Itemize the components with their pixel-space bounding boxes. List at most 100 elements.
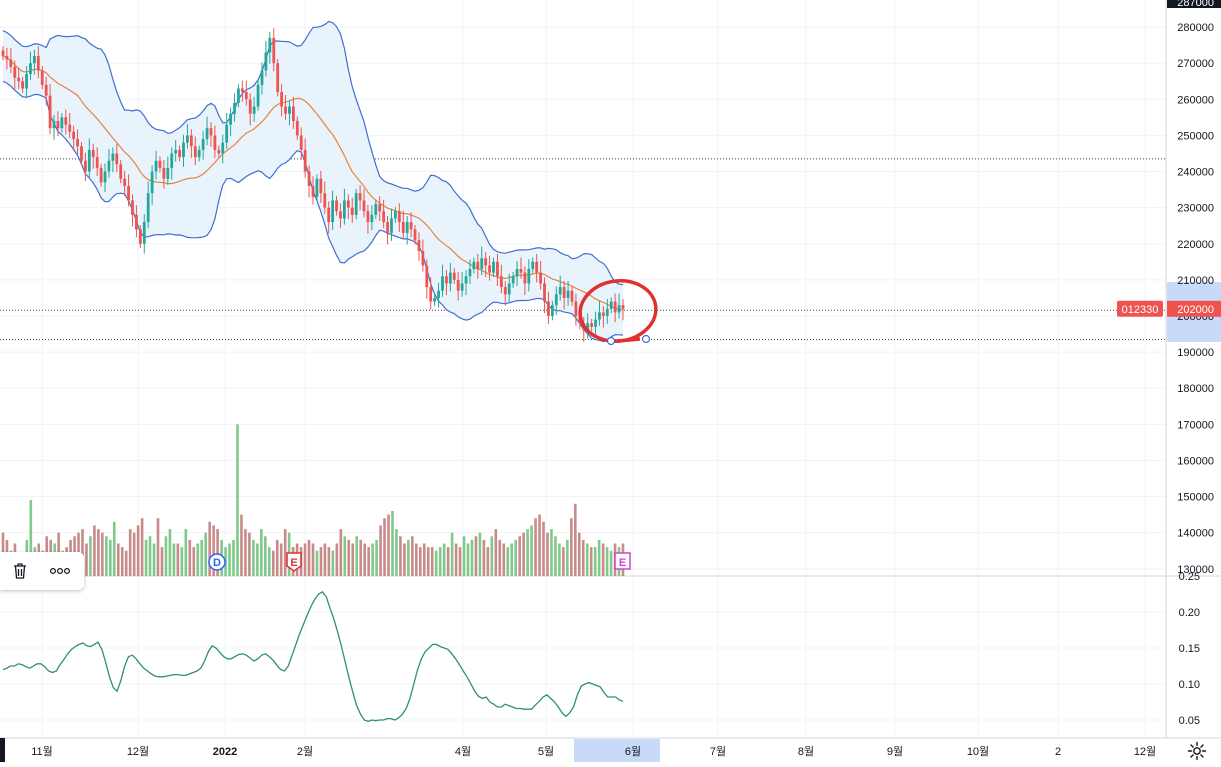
- candle[interactable]: [25, 66, 28, 99]
- candle[interactable]: [44, 76, 48, 106]
- candle[interactable]: [13, 60, 17, 90]
- candle[interactable]: [5, 48, 9, 70]
- candle[interactable]: [531, 257, 535, 274]
- candle[interactable]: [107, 149, 111, 178]
- candle[interactable]: [103, 163, 107, 193]
- candle[interactable]: [174, 140, 178, 162]
- candle[interactable]: [319, 170, 323, 203]
- candle[interactable]: [123, 170, 127, 196]
- candle[interactable]: [590, 318, 594, 332]
- candle[interactable]: [284, 94, 287, 120]
- candle[interactable]: [29, 51, 32, 81]
- candle[interactable]: [295, 116, 299, 140]
- candle[interactable]: [601, 306, 605, 328]
- candle[interactable]: [80, 141, 83, 166]
- candle[interactable]: [272, 28, 276, 72]
- candle[interactable]: [111, 147, 115, 173]
- drawing-annotation[interactable]: [576, 276, 660, 346]
- candle[interactable]: [503, 280, 507, 306]
- candle[interactable]: [146, 181, 150, 229]
- candle[interactable]: [586, 313, 590, 339]
- candle[interactable]: [197, 145, 201, 162]
- candle[interactable]: [488, 255, 491, 281]
- candle[interactable]: [154, 150, 158, 180]
- candlesticks[interactable]: [1, 28, 625, 342]
- candle[interactable]: [378, 196, 382, 222]
- candle[interactable]: [217, 145, 221, 158]
- candle[interactable]: [91, 143, 95, 169]
- delete-button[interactable]: [0, 552, 40, 590]
- drawing-handle-left[interactable]: [606, 336, 616, 346]
- candle[interactable]: [158, 156, 162, 173]
- candle[interactable]: [527, 259, 531, 292]
- candle[interactable]: [72, 125, 76, 151]
- candle[interactable]: [17, 67, 21, 90]
- candle[interactable]: [539, 261, 542, 290]
- candle[interactable]: [570, 286, 574, 306]
- candle[interactable]: [142, 214, 146, 254]
- candle[interactable]: [617, 293, 621, 319]
- candle[interactable]: [519, 257, 523, 279]
- candle[interactable]: [248, 93, 252, 126]
- candle[interactable]: [87, 138, 91, 178]
- candle[interactable]: [558, 275, 562, 301]
- candle[interactable]: [511, 271, 515, 288]
- candle[interactable]: [260, 62, 264, 95]
- earnings-marker[interactable]: E: [614, 552, 631, 570]
- candle[interactable]: [339, 203, 342, 229]
- candle[interactable]: [237, 84, 240, 108]
- candle[interactable]: [550, 300, 554, 321]
- candle[interactable]: [288, 100, 291, 126]
- candle[interactable]: [448, 262, 452, 292]
- candle[interactable]: [574, 293, 578, 326]
- candle[interactable]: [32, 49, 36, 75]
- candle[interactable]: [621, 299, 625, 321]
- drawing-handle-right[interactable]: [641, 334, 651, 344]
- candle[interactable]: [409, 212, 413, 238]
- candle[interactable]: [21, 76, 25, 93]
- candle[interactable]: [492, 257, 495, 277]
- candle[interactable]: [433, 293, 437, 306]
- candle[interactable]: [99, 163, 103, 187]
- candle[interactable]: [76, 129, 79, 155]
- candle[interactable]: [166, 156, 170, 185]
- candle[interactable]: [9, 48, 13, 73]
- candle[interactable]: [229, 107, 232, 137]
- candle[interactable]: [193, 136, 197, 166]
- candle[interactable]: [201, 131, 205, 160]
- candle[interactable]: [233, 93, 236, 122]
- candle[interactable]: [499, 264, 503, 294]
- candle[interactable]: [280, 84, 284, 117]
- candle[interactable]: [68, 113, 72, 138]
- candle[interactable]: [468, 259, 472, 285]
- candle[interactable]: [421, 239, 425, 272]
- candle[interactable]: [127, 174, 130, 207]
- candle[interactable]: [240, 80, 244, 102]
- candle[interactable]: [182, 134, 185, 167]
- candle[interactable]: [507, 273, 511, 303]
- candle[interactable]: [405, 215, 409, 245]
- candle[interactable]: [331, 190, 335, 231]
- candle[interactable]: [594, 311, 597, 337]
- price-axis[interactable]: 287000 280000 270000 260000 250000 240000 2300…: [1167, 0, 1221, 727]
- candle[interactable]: [429, 277, 433, 310]
- candle[interactable]: [119, 159, 123, 184]
- candle[interactable]: [417, 232, 421, 261]
- candle[interactable]: [342, 188, 346, 225]
- candle[interactable]: [374, 199, 378, 220]
- candle[interactable]: [437, 282, 440, 308]
- candle[interactable]: [115, 143, 119, 173]
- candle[interactable]: [252, 96, 256, 122]
- candle[interactable]: [445, 270, 448, 296]
- candle[interactable]: [56, 111, 60, 137]
- candle[interactable]: [323, 181, 327, 214]
- candle[interactable]: [609, 297, 613, 314]
- candle[interactable]: [1, 46, 5, 61]
- candle[interactable]: [256, 80, 260, 111]
- candle[interactable]: [84, 152, 87, 182]
- candle[interactable]: [64, 109, 68, 135]
- candle[interactable]: [276, 58, 280, 97]
- candle[interactable]: [562, 280, 566, 310]
- earnings-marker[interactable]: E: [286, 552, 302, 572]
